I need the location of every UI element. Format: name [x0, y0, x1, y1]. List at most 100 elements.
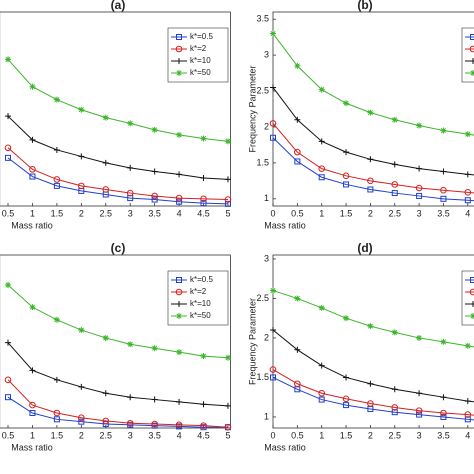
x-tick-label: 4 [177, 208, 182, 218]
marker [318, 396, 325, 403]
legend-marker [175, 288, 183, 296]
marker [294, 380, 301, 388]
x-tick-label: 0.5 [2, 208, 15, 218]
marker [102, 417, 110, 425]
x-tick-label: 0.5 [291, 430, 304, 440]
x-tick-label: 2 [79, 208, 84, 218]
panel-title: (a) [111, 0, 126, 12]
x-tick-label: 0 [270, 430, 275, 440]
x-tick-label: 2.5 [388, 430, 401, 440]
legend-label: k*=0.5 [190, 32, 213, 41]
x-tick-label: 3.5 [437, 208, 450, 218]
x-tick-label: 1.5 [51, 208, 64, 218]
marker [367, 400, 374, 407]
legend-marker [176, 301, 182, 307]
marker [367, 380, 374, 387]
marker [318, 389, 326, 397]
marker [367, 109, 374, 116]
legend-label: k*=10 [190, 56, 211, 65]
marker [440, 409, 447, 417]
y-tick-label: 1.5 [256, 157, 269, 167]
marker [102, 114, 109, 121]
marker [224, 354, 231, 361]
x-tick-label: 3 [417, 208, 422, 218]
x-axis-label: Mass ratio [264, 442, 306, 452]
marker [176, 198, 183, 205]
marker [294, 158, 301, 165]
legend-label: k*=10 [190, 299, 211, 308]
marker [176, 349, 183, 356]
marker [102, 390, 109, 397]
marker [29, 409, 36, 416]
marker [318, 165, 326, 172]
marker [5, 339, 12, 346]
marker [78, 414, 85, 422]
marker [102, 334, 109, 341]
marker [175, 421, 183, 429]
panel: (c) 0.5 1 1.5 2 2.5 3 3.5 4 4.5 5 Mass ratio k*=0.5 k… [0, 241, 232, 452]
x-tick-label: 1.5 [51, 430, 64, 440]
marker [78, 327, 85, 334]
marker [29, 83, 36, 90]
y-tick-label: 3 [264, 49, 269, 59]
series-line [7, 59, 229, 142]
legend-marker [470, 70, 474, 76]
legend-box [461, 270, 474, 326]
marker [415, 407, 423, 414]
marker [78, 106, 85, 113]
marker [151, 420, 158, 428]
x-tick-label: 1 [30, 208, 35, 218]
legend-marker [469, 288, 474, 296]
x-axis-label: Mass ratio [264, 220, 306, 230]
marker [464, 131, 471, 138]
marker [29, 136, 36, 143]
marker [342, 172, 350, 180]
legend-marker [176, 313, 182, 319]
marker [53, 409, 61, 417]
marker [175, 194, 183, 202]
marker [53, 96, 60, 103]
y-axis-label: Frequency Parameter [247, 65, 257, 152]
panel-title: (b) [357, 0, 372, 12]
marker [391, 181, 399, 188]
legend-label: k*=50 [190, 311, 211, 320]
series-line [7, 115, 228, 180]
marker [270, 374, 276, 381]
marker [440, 394, 447, 401]
marker [343, 315, 350, 322]
legend-label: k*=2 [190, 287, 207, 296]
legend-marker [176, 70, 182, 76]
y-tick-label: 2 [264, 121, 269, 131]
marker [270, 287, 276, 294]
marker [367, 177, 374, 185]
series-line [272, 376, 474, 421]
x-tick-label: 1 [30, 430, 35, 440]
marker [151, 345, 158, 352]
marker [416, 411, 423, 418]
marker [224, 423, 232, 431]
x-tick-label: 2 [79, 430, 84, 440]
marker [53, 416, 60, 423]
marker [415, 184, 423, 192]
marker [294, 62, 301, 69]
marker [200, 135, 207, 142]
marker [102, 159, 109, 166]
x-tick-label: 3.5 [148, 208, 161, 218]
x-tick-label: 3 [128, 430, 133, 440]
panel: (b) 0 0.5 1 1.5 2 2.5 3 3.5 4 Mass ratio 1 1.5 2 2.5 3 3… [247, 0, 474, 230]
marker [102, 421, 109, 428]
marker [269, 120, 277, 127]
x-tick-label: 5 [225, 430, 230, 440]
x-tick-label: 4 [177, 430, 182, 440]
legend-marker [469, 45, 474, 53]
marker [440, 413, 447, 420]
legend-marker [176, 58, 182, 64]
marker [151, 192, 158, 200]
series-line [7, 147, 228, 201]
marker [176, 171, 183, 178]
legend-label: k*=2 [190, 44, 207, 53]
panel: (d) 0 0.5 1 1.5 2 2.5 3 3.5 4 Mass ratio 1 1.5 2 2.5 3 F… [247, 241, 474, 452]
marker [224, 200, 231, 207]
marker [342, 395, 350, 403]
